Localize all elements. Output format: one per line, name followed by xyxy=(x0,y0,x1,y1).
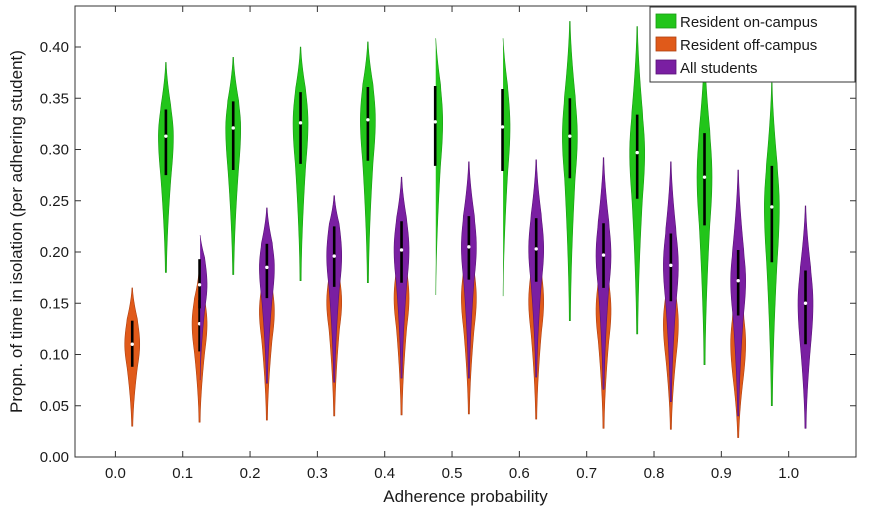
x-tick-label: 0.4 xyxy=(374,465,395,482)
median-dot-all-students-6 xyxy=(601,253,606,257)
violin-layer xyxy=(124,21,814,438)
median-dot-all-students-4 xyxy=(467,245,471,249)
median-dot-resident-on-campus-3 xyxy=(366,118,370,122)
y-tick-label: 0.05 xyxy=(40,398,69,415)
x-tick-label: 0.3 xyxy=(307,465,328,482)
median-dot-resident-on-campus-6 xyxy=(568,134,572,138)
y-tick-label: 0.30 xyxy=(40,142,69,159)
legend-swatch-resident-on-campus xyxy=(655,13,677,29)
median-dot-all-students-8 xyxy=(736,279,740,283)
y-tick-label: 0.20 xyxy=(40,244,69,261)
violin-resident-on-campus-4 xyxy=(435,38,444,296)
legend-label-resident-off-campus: Resident off-campus xyxy=(680,37,817,54)
x-axis-title: Adherence probability xyxy=(383,487,548,506)
median-dot-resident-on-campus-9 xyxy=(770,205,774,209)
median-dot-resident-on-campus-2 xyxy=(298,121,303,125)
legend-label-resident-on-campus: Resident on-campus xyxy=(680,14,818,31)
y-tick-label: 0.40 xyxy=(40,39,69,56)
median-dot-all-students-9 xyxy=(803,301,808,305)
median-dot-all-students-5 xyxy=(534,247,538,251)
x-tick-label: 0.2 xyxy=(240,465,261,482)
y-tick-label: 0.10 xyxy=(40,347,69,364)
median-dot-resident-on-campus-7 xyxy=(635,150,639,155)
x-tick-label: 0.9 xyxy=(711,465,732,482)
legend: Resident on-campus Resident off-campus A… xyxy=(649,6,856,83)
median-dot-all-students-7 xyxy=(669,263,673,268)
legend-swatch-all-students xyxy=(655,59,677,75)
y-axis-title: Propn. of time in isolation (per adherin… xyxy=(7,50,26,413)
y-tick-label: 0.00 xyxy=(40,449,69,466)
median-dot-resident-on-campus-4 xyxy=(433,120,437,124)
x-tick-label: 0.7 xyxy=(576,465,597,482)
y-tick-label: 0.15 xyxy=(40,295,69,312)
violin-all-students-0 xyxy=(199,235,208,381)
median-dot-resident-on-campus-5 xyxy=(500,125,505,129)
x-tick-label: 0.0 xyxy=(105,465,126,482)
x-tick-label: 0.8 xyxy=(644,465,665,482)
legend-label-all-students: All students xyxy=(680,60,758,77)
x-tick-label: 0.5 xyxy=(442,465,463,482)
violin-resident-on-campus-5 xyxy=(502,38,511,297)
legend-box xyxy=(649,6,856,83)
legend-swatch-resident-off-campus xyxy=(655,36,677,52)
median-dot-all-students-3 xyxy=(399,248,404,252)
median-dot-all-students-1 xyxy=(265,265,269,270)
y-axis: 0.00 0.05 0.10 0.15 0.20 0.25 0.30 0.35 0.40 xyxy=(40,39,856,466)
y-tick-label: 0.25 xyxy=(40,193,69,210)
median-dot-resident-on-campus-8 xyxy=(702,175,707,179)
median-dot-resident-on-campus-0 xyxy=(164,134,168,138)
y-tick-label: 0.35 xyxy=(40,90,69,107)
median-dot-all-students-2 xyxy=(332,254,336,258)
median-dot-resident-on-campus-1 xyxy=(231,126,235,130)
median-dot-resident-off-campus-0 xyxy=(130,342,134,346)
x-tick-label: 0.6 xyxy=(509,465,530,482)
x-tick-label: 1.0 xyxy=(778,465,799,482)
violin-all-students-2 xyxy=(326,195,343,383)
x-tick-label: 0.1 xyxy=(172,465,193,482)
violin-resident-on-campus-3 xyxy=(360,41,376,284)
x-axis: 0.0 0.1 0.2 0.3 0.4 0.5 0.6 0.7 0.8 0.9 1.0 xyxy=(105,6,799,482)
median-dot-all-students-0 xyxy=(197,283,202,287)
